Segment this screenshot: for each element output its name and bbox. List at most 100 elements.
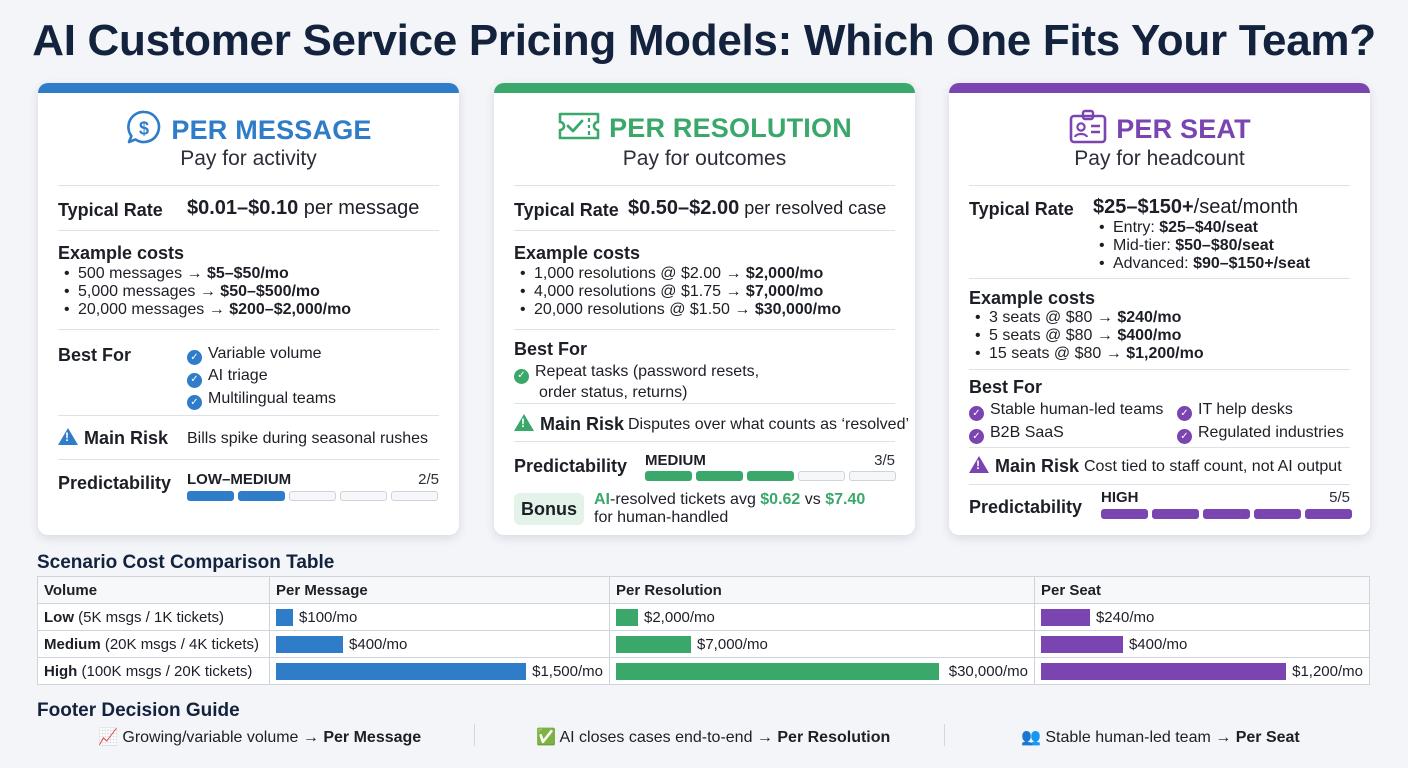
bonus-badge: Bonus <box>514 493 584 525</box>
table-row: Low (5K msgs / 1K tickets) $100/mo $2,000/… <box>36 603 1371 631</box>
divider <box>514 329 895 330</box>
rate-value: $0.50–$2.00 <box>628 197 740 219</box>
rate-unit: per resolved case <box>739 198 887 218</box>
cost-cell: $240/mo <box>1033 603 1371 631</box>
column-header: Per Resolution <box>609 576 1035 604</box>
bestfor-label: Best For <box>969 377 1043 397</box>
meter-segment <box>391 491 438 501</box>
table-row: Medium (20K msgs / 4K tickets) $400/mo $7,… <box>36 630 1371 658</box>
chat-dollar-icon: $ <box>125 109 163 152</box>
predictability-label: Predictability <box>969 497 1083 517</box>
chart-up-icon: 📈 <box>98 729 118 746</box>
comparison-table: Volume Per Message Per Resolution Per Se… <box>36 576 1371 685</box>
rate-text: $0.50–$2.00 per resolved case <box>628 197 886 220</box>
cost-cell: $400/mo <box>1033 630 1371 658</box>
cost-label: $400/mo <box>1128 635 1188 653</box>
per-seat-card: PER SEAT Pay for headcount Typical Rate … <box>949 83 1370 535</box>
list-item: 5 seats @ $80 → $400/mo <box>971 327 1204 345</box>
list-item: 20,000 resolutions @ $1.50 → $30,000/mo <box>516 301 841 319</box>
card-accent-bar <box>949 83 1370 93</box>
meter-segment <box>1152 509 1199 519</box>
guide-item-per-seat: 👥 Stable human-led team → Per Seat <box>1021 729 1300 746</box>
risk-label-row: Main Risk <box>969 456 1079 477</box>
cost-bar <box>616 662 939 680</box>
meter-segment <box>340 491 387 501</box>
risk-text: Cost tied to staff count, not AI output <box>1084 458 1342 475</box>
divider <box>514 403 895 404</box>
card-accent-bar <box>38 83 459 93</box>
rate-text: $0.01–$0.10 per message <box>187 197 419 220</box>
cost-bar <box>1040 662 1286 680</box>
list-item: 1,000 resolutions @ $2.00 → $2,000/mo <box>516 265 841 283</box>
per-resolution-card: PER RESOLUTION Pay for outcomes Typical … <box>494 83 915 535</box>
list-item: 500 messages → $5–$50/mo <box>60 265 351 283</box>
list-item: ✓ Multilingual teams <box>187 388 336 410</box>
cost-label: $240/mo <box>1095 608 1155 626</box>
bonus-text: AI-resolved tickets avg $0.62 vs $7.40 f… <box>594 491 866 526</box>
table-header-row: Volume Per Message Per Resolution Per Se… <box>36 576 1371 604</box>
list-item: 5,000 messages → $50–$500/mo <box>60 283 351 301</box>
meter-segment <box>798 471 845 481</box>
rate-label: Typical Rate <box>58 200 163 220</box>
examples-list: 3 seats @ $80 → $240/mo 5 seats @ $80 → … <box>971 309 1204 363</box>
bestfor-grid: ✓ Stable human-led teams ✓ IT help desks ✓… <box>969 401 1354 444</box>
cost-label: $30,000/mo <box>948 662 1028 680</box>
cost-bar <box>276 608 294 626</box>
predictability-meter <box>1101 509 1352 519</box>
predictability-label: Predictability <box>514 456 628 476</box>
predictability-meter <box>645 471 896 481</box>
list-item: 15 seats @ $80 → $1,200/mo <box>971 345 1204 363</box>
cost-cell: $1,500/mo <box>269 657 610 685</box>
divider <box>514 441 895 442</box>
check-icon: ✓ <box>1177 406 1192 421</box>
check-icon: ✓ <box>187 350 202 366</box>
cost-label: $1,500/mo <box>532 662 603 680</box>
cost-label: $100/mo <box>299 608 358 626</box>
divider <box>514 230 895 231</box>
divider <box>58 415 439 416</box>
list-item: ✓ IT help desks <box>1177 401 1357 421</box>
people-icon: 👥 <box>1021 729 1041 746</box>
cost-bar <box>616 608 638 626</box>
cost-cell: $100/mo <box>269 603 610 631</box>
cost-cell: $7,000/mo <box>609 630 1035 658</box>
divider <box>969 278 1350 279</box>
check-icon: ✓ <box>187 394 202 410</box>
list-item: ✓ AI triage <box>187 365 336 388</box>
volume-cell: Low (5K msgs / 1K tickets) <box>36 603 271 631</box>
divider <box>944 724 945 746</box>
table-row: High (100K msgs / 20K tickets) $1,500/mo $… <box>36 657 1371 685</box>
cost-bar <box>616 635 691 653</box>
card-name: PER MESSAGE <box>171 115 372 145</box>
cost-cell: $2,000/mo <box>609 603 1035 631</box>
list-item: ✓ Variable volume <box>187 343 336 366</box>
list-item: Entry: $25–$40/seat <box>1095 219 1310 237</box>
meter-segment <box>238 491 285 501</box>
list-item: ✓ Stable human-led teams <box>969 401 1177 421</box>
divider <box>58 329 439 330</box>
cost-bar <box>1040 635 1123 653</box>
meter-segment <box>645 471 692 481</box>
guide-item-per-resolution: ✅ AI closes cases end-to-end → Per Resol… <box>536 729 891 746</box>
check-icon: ✓ <box>969 406 984 421</box>
column-header: Per Seat <box>1033 576 1371 604</box>
predictability-label: Predictability <box>58 473 172 493</box>
column-header: Volume <box>36 576 271 604</box>
cost-cell: $30,000/mo <box>609 657 1035 685</box>
list-item: 4,000 resolutions @ $1.75 → $7,000/mo <box>516 283 841 301</box>
warning-icon <box>969 456 989 473</box>
card-subtitle: Pay for activity <box>180 147 317 170</box>
predictability-score: 2/5 <box>418 471 439 488</box>
divider <box>969 484 1350 485</box>
warning-icon <box>58 428 78 445</box>
rate-label: Typical Rate <box>514 200 619 220</box>
divider <box>58 185 439 186</box>
cost-bar <box>1040 608 1090 626</box>
predictability-score: 5/5 <box>1329 489 1350 506</box>
card-name: PER RESOLUTION <box>609 113 852 143</box>
rate-value: $25–$150+ <box>1093 196 1194 218</box>
risk-label: Main Risk <box>995 456 1080 476</box>
id-badge-icon <box>1068 109 1108 150</box>
meter-segment <box>747 471 794 481</box>
list-item: ✓ B2B SaaS <box>969 424 1177 444</box>
